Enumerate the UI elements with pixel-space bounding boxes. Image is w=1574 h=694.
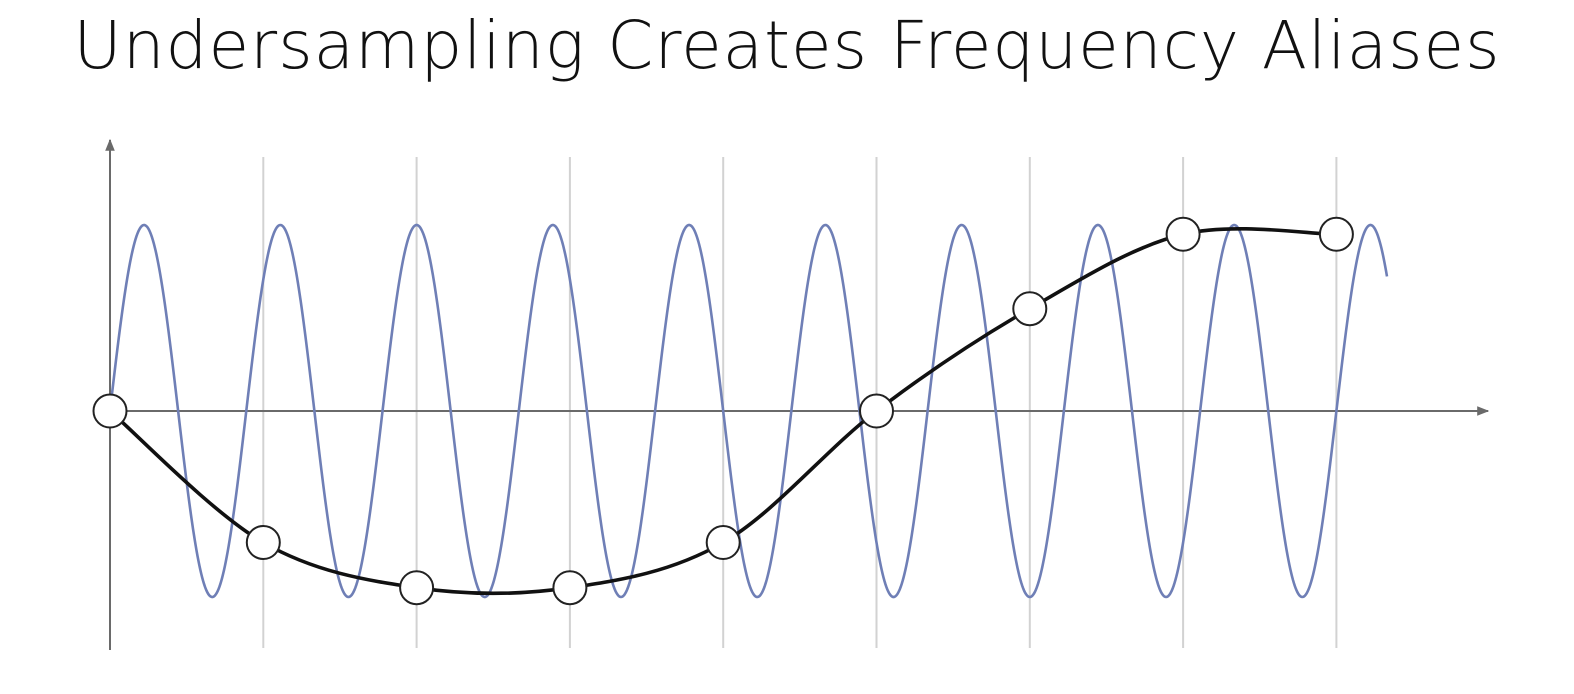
sample-markers xyxy=(92,216,1354,606)
sample-point xyxy=(705,525,741,561)
sample-point xyxy=(245,525,281,561)
slide-title: Undersampling Creates Frequency Aliases xyxy=(73,7,1501,84)
sample-point xyxy=(92,393,128,429)
sample-point xyxy=(1012,291,1048,327)
sample-point xyxy=(859,393,894,429)
sample-point xyxy=(1165,216,1201,252)
sample-point xyxy=(1318,216,1354,252)
sample-point xyxy=(552,570,588,606)
high-frequency-signal xyxy=(108,223,1389,599)
sample-point xyxy=(399,570,435,606)
